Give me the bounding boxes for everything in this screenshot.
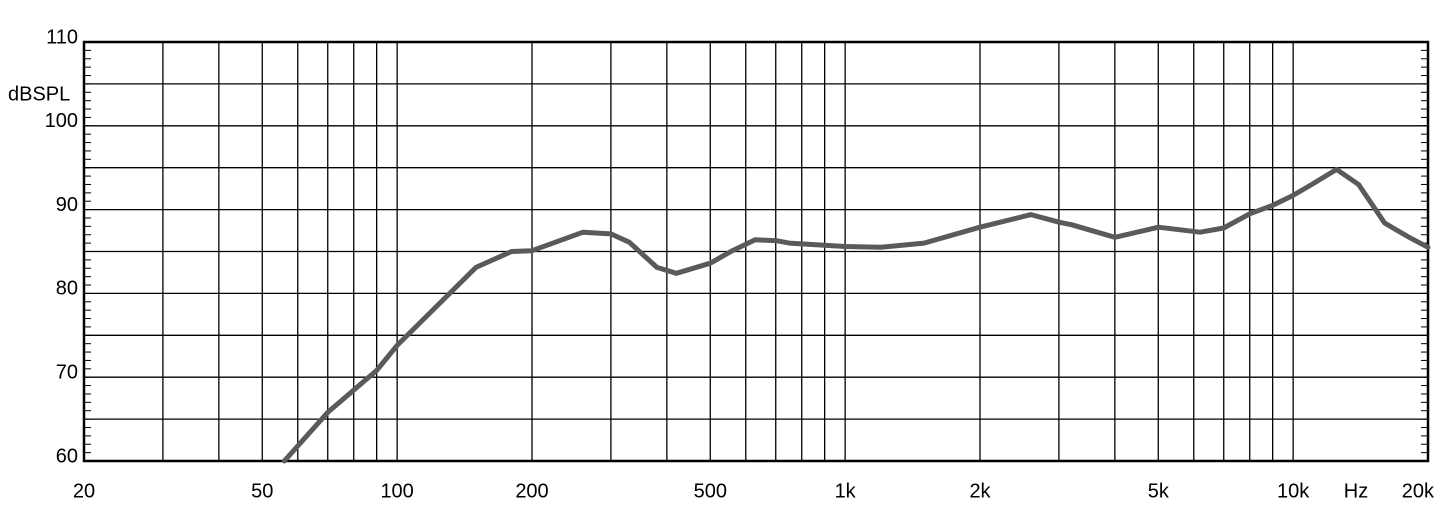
y-tick-label: 100 [45, 110, 78, 132]
y-tick-label: 60 [56, 445, 78, 467]
x-tick-label: 2k [969, 480, 991, 502]
x-tick-label: 5k [1148, 480, 1170, 502]
x-tick-label: 20 [73, 480, 95, 502]
y-axis-label: dBSPL [8, 83, 70, 105]
x-tick-label: 200 [515, 480, 548, 502]
x-tick-label: 50 [251, 480, 273, 502]
y-tick-label: 70 [56, 361, 78, 383]
y-tick-label: 80 [56, 278, 78, 300]
x-tick-label: 1k [835, 480, 857, 502]
x-tick-label: 10k [1277, 480, 1310, 502]
plot-frame [82, 40, 1430, 463]
response-curve [281, 166, 1431, 464]
x-tick-label: 500 [694, 480, 727, 502]
x-tick-label: 20k [1402, 480, 1435, 502]
y-tick-label: 110 [46, 26, 78, 48]
x-tick-label: 100 [380, 480, 413, 502]
x-unit-label: Hz [1344, 480, 1368, 502]
y-tick-label: 90 [56, 194, 78, 216]
